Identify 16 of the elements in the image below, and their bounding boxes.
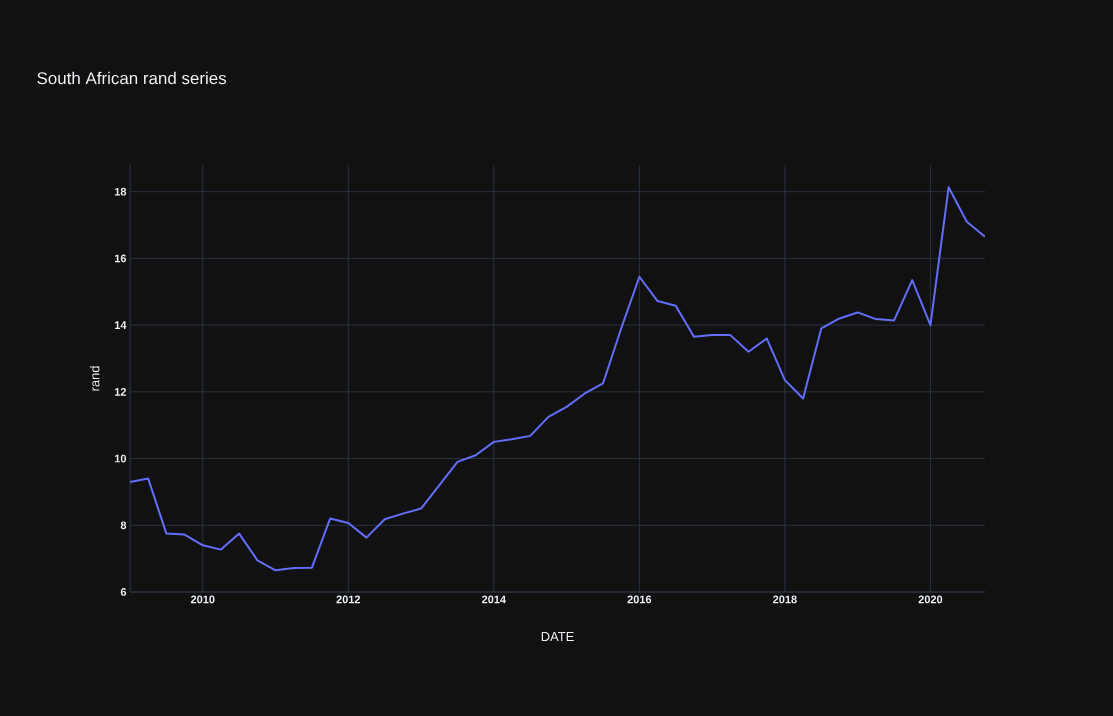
y-tick-label: 18 — [114, 187, 127, 196]
y-tick-label: 14 — [114, 321, 127, 329]
x-tick-label: 2012 — [336, 595, 361, 604]
y-tick-label: 12 — [114, 388, 127, 396]
x-tick-label: 2010 — [190, 595, 215, 604]
x-tick-label: 2016 — [627, 595, 652, 604]
chart-title: South African rand series — [37, 71, 227, 85]
x-tick-label: 2014 — [482, 595, 506, 604]
y-tick-label: 16 — [114, 254, 127, 263]
y-tick-label: 8 — [120, 521, 127, 530]
y-tick-label: 10 — [114, 454, 127, 463]
y-axis-title: rand — [89, 366, 100, 391]
x-tick-label: 2020 — [918, 595, 943, 604]
x-axis-title: DATE — [541, 632, 574, 642]
y-tick-label: 6 — [120, 588, 127, 596]
x-tick-label: 2018 — [773, 595, 797, 604]
